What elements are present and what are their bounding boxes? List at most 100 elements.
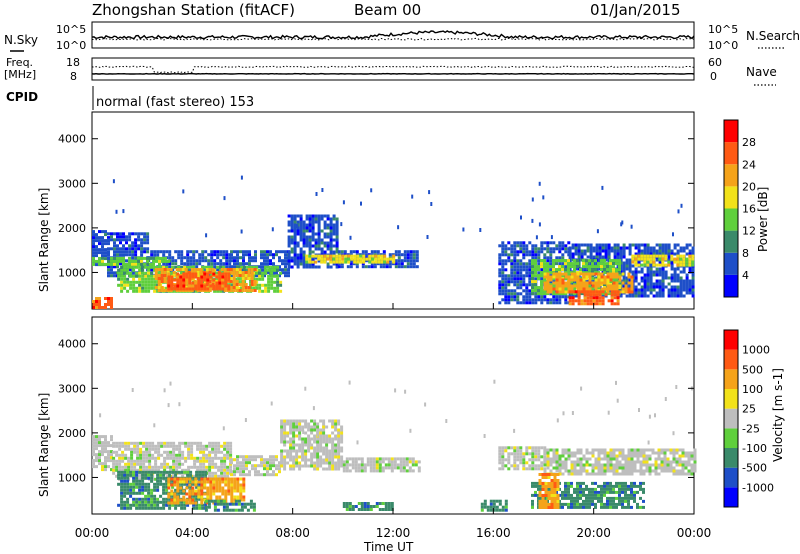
heatmap-cell — [576, 472, 580, 476]
heatmap-cell — [534, 298, 538, 302]
heatmap-cell — [504, 301, 508, 305]
heatmap-cell — [379, 262, 383, 266]
heatmap-cell — [528, 292, 532, 296]
heatmap-cell — [685, 263, 689, 267]
heatmap-cell — [531, 301, 535, 305]
heatmap-cell — [254, 458, 257, 462]
heatmap-cell — [198, 262, 202, 266]
heatmap-cell — [348, 469, 352, 473]
heatmap-cell — [214, 441, 218, 445]
heatmap-cell — [687, 457, 691, 461]
heatmap-cell — [597, 448, 601, 452]
heatmap-cell — [104, 444, 107, 448]
heatmap-cell — [535, 235, 538, 240]
heatmap-cell — [510, 277, 514, 281]
heatmap-cell — [690, 472, 694, 476]
heatmap-cell — [537, 298, 541, 302]
heatmap-cell — [323, 244, 327, 248]
heatmap-cell — [546, 241, 550, 245]
heatmap-cell — [211, 462, 215, 466]
heatmap-cell — [594, 460, 598, 464]
heatmap-cell — [414, 463, 418, 467]
heatmap-cell — [325, 452, 329, 456]
heatmap-cell — [144, 482, 148, 486]
heatmap-cell — [688, 243, 692, 247]
heatmap-cell — [163, 465, 167, 469]
heatmap-cell — [335, 235, 339, 239]
heatmap-cell — [228, 259, 232, 263]
heatmap-cell — [257, 473, 260, 477]
heatmap-cell — [308, 229, 312, 233]
heatmap-cell — [528, 289, 532, 293]
heatmap-cell — [168, 265, 172, 269]
heatmap-cell — [126, 503, 130, 507]
heatmap-cell — [264, 271, 268, 275]
heatmap-cell — [154, 456, 158, 460]
heatmap-cell — [381, 457, 385, 461]
heatmap-cell — [144, 494, 148, 498]
heatmap-cell — [92, 230, 95, 234]
heatmap-cell — [334, 419, 338, 423]
heatmap-cell — [586, 290, 590, 294]
heatmap-cell — [184, 468, 188, 472]
heatmap-cell — [250, 274, 254, 277]
heatmap-cell — [558, 469, 562, 473]
heatmap-cell — [214, 456, 218, 460]
heatmap-cell — [543, 446, 547, 450]
heatmap-cell — [228, 253, 232, 257]
heatmap-cell — [534, 446, 538, 450]
heatmap-cell — [220, 471, 224, 475]
heatmap-cell — [328, 440, 332, 444]
heatmap-cell — [214, 444, 218, 448]
heatmap-cell — [264, 286, 268, 290]
heatmap-cell — [510, 259, 514, 263]
heatmap-cell — [92, 441, 95, 445]
heatmap-cell — [245, 464, 248, 468]
heatmap-cell — [178, 459, 182, 463]
heatmap-cell — [311, 232, 315, 236]
heatmap-cell — [304, 422, 308, 426]
heatmap-cell — [194, 284, 198, 288]
heatmap-cell — [498, 292, 502, 296]
heatmap-cell — [666, 457, 670, 461]
heatmap-cell — [618, 265, 621, 269]
heatmap-cell — [627, 448, 631, 452]
heatmap-cell — [199, 468, 203, 472]
heatmap-cell — [295, 464, 299, 468]
heatmap-cell — [349, 262, 353, 266]
heatmap-cell — [534, 286, 537, 290]
heatmap-cell — [636, 448, 640, 452]
heatmap-cell — [150, 265, 154, 269]
heatmap-cell — [121, 453, 125, 457]
heatmap-cell — [181, 441, 185, 445]
heatmap-cell — [588, 268, 591, 272]
heatmap-cell — [627, 472, 631, 476]
heatmap-cell — [107, 238, 110, 242]
heatmap-cell — [666, 460, 670, 464]
heatmap-cell — [555, 451, 559, 455]
heatmap-cell — [116, 250, 119, 254]
heatmap-cell — [619, 246, 623, 250]
heatmap-cell — [558, 250, 562, 254]
heatmap-cell — [196, 441, 200, 445]
heatmap-cell — [304, 449, 308, 453]
heatmap-cell — [113, 241, 116, 245]
heatmap-cell — [542, 195, 545, 200]
heatmap-cell — [101, 465, 104, 469]
heatmap-cell — [654, 463, 658, 467]
heatmap-cell — [540, 241, 544, 245]
heatmap-cell — [543, 467, 547, 471]
heatmap-cell — [543, 259, 546, 263]
heatmap-cell — [344, 254, 348, 258]
heatmap-cell — [594, 284, 598, 288]
heatmap-cell — [543, 298, 547, 302]
heatmap-cell — [543, 448, 547, 452]
heatmap-cell — [319, 431, 323, 435]
heatmap-cell — [148, 468, 152, 472]
heatmap-cell — [576, 278, 580, 282]
heatmap-cell — [648, 457, 652, 461]
heatmap-cell — [322, 434, 326, 438]
heatmap-cell — [179, 275, 183, 279]
heatmap-cell — [280, 431, 284, 435]
heatmap-cell — [92, 259, 95, 263]
